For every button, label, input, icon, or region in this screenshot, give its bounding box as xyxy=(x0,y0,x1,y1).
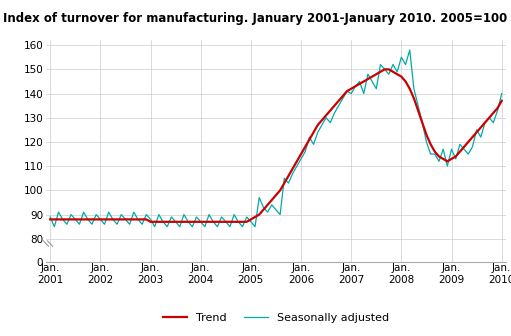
Seasonally adjusted xyxy=(85,217,91,221)
Text: Index of turnover for manufacturing. January 2001-January 2010. 2005=100: Index of turnover for manufacturing. Jan… xyxy=(4,12,507,25)
Seasonally adjusted xyxy=(202,225,208,229)
Seasonally adjusted xyxy=(499,91,505,95)
Seasonally adjusted xyxy=(47,215,53,219)
Seasonally adjusted xyxy=(298,157,304,161)
Trend xyxy=(382,67,388,71)
Trend xyxy=(177,220,183,224)
Trend xyxy=(294,159,300,163)
Trend xyxy=(202,220,208,224)
Trend xyxy=(348,87,354,91)
Trend xyxy=(148,220,154,224)
Seasonally adjusted xyxy=(348,91,354,95)
Line: Seasonally adjusted: Seasonally adjusted xyxy=(50,50,502,227)
Trend xyxy=(47,217,53,221)
Seasonally adjusted xyxy=(407,48,413,52)
Seasonally adjusted xyxy=(51,225,57,229)
Trend xyxy=(298,152,304,156)
Trend xyxy=(81,217,87,221)
Seasonally adjusted xyxy=(177,225,183,229)
Seasonally adjusted xyxy=(294,164,300,168)
Legend: Trend, Seasonally adjusted: Trend, Seasonally adjusted xyxy=(158,308,393,327)
Line: Trend: Trend xyxy=(50,69,502,222)
Trend xyxy=(499,99,505,103)
